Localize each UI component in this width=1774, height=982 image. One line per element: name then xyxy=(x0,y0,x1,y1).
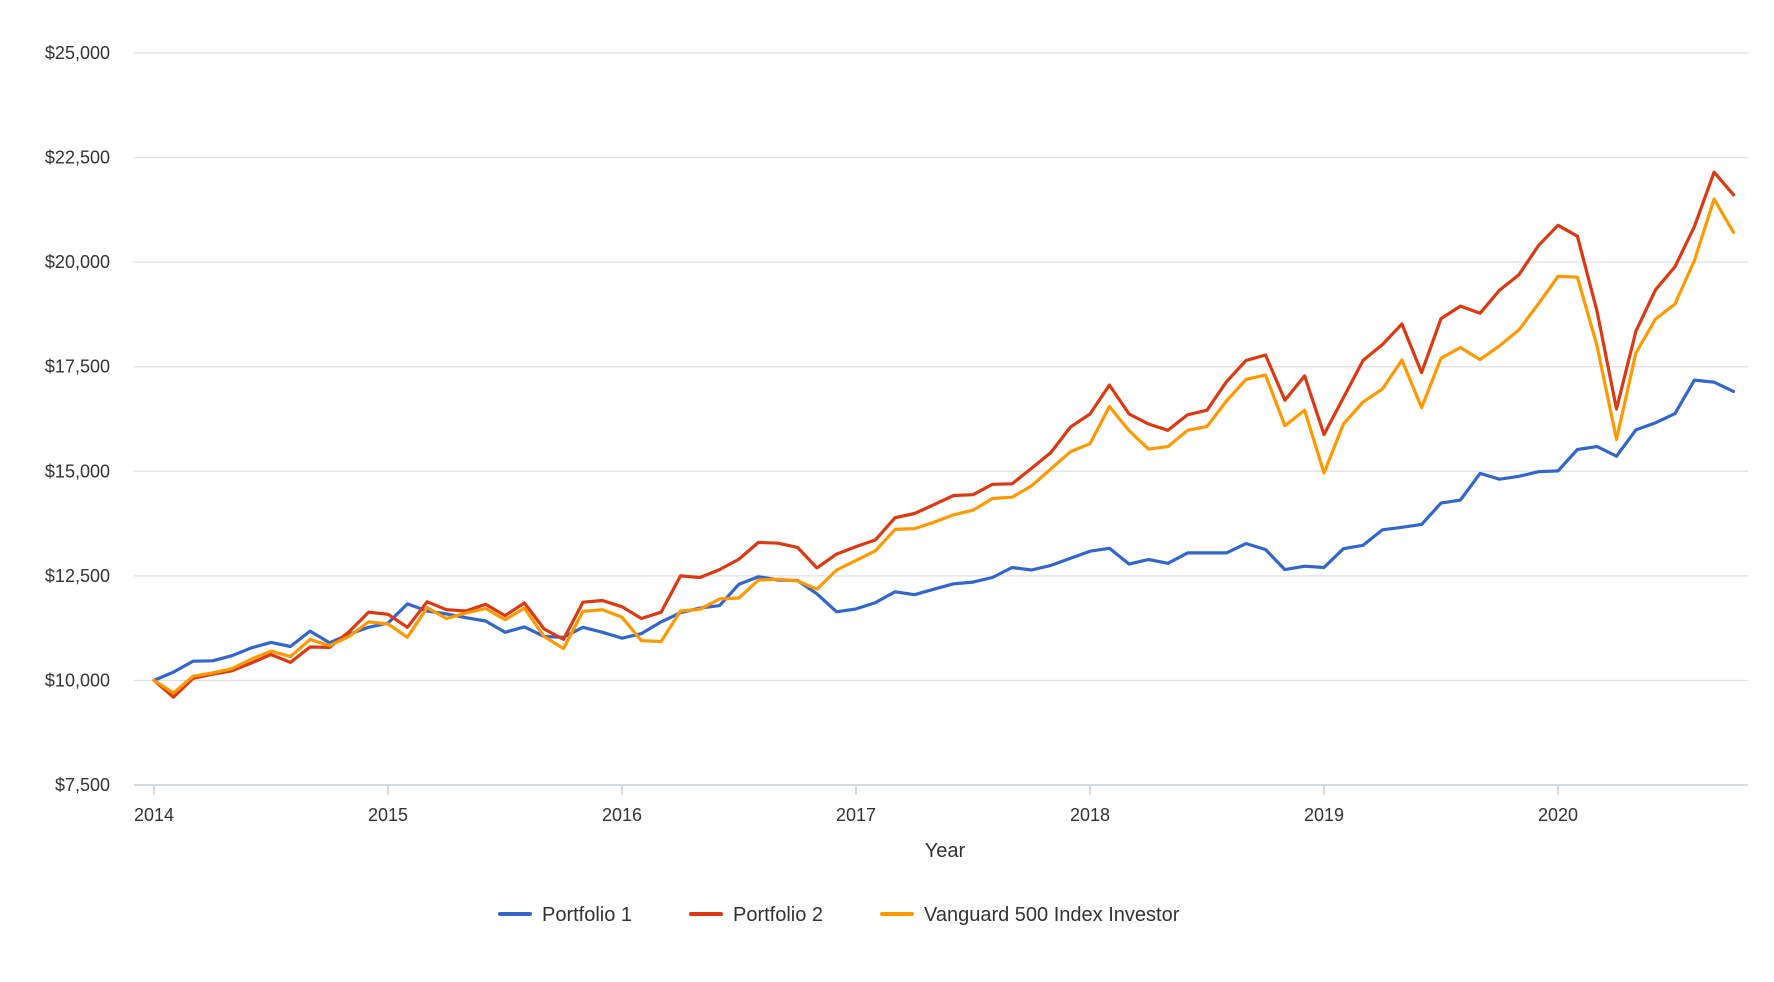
y-tick-label: $20,000 xyxy=(45,252,110,272)
y-tick-label: $15,000 xyxy=(45,461,110,481)
legend-item[interactable]: Portfolio 2 xyxy=(689,904,823,926)
y-tick-label: $12,500 xyxy=(45,566,110,586)
y-tick-label: $22,500 xyxy=(45,148,110,168)
legend-item[interactable]: Vanguard 500 Index Investor xyxy=(880,904,1180,926)
x-axis: 2014 2015 2016 2017 2018 2019 2020 xyxy=(134,785,1578,825)
x-tick-label: 2017 xyxy=(836,805,876,825)
x-tick-label: 2020 xyxy=(1538,805,1578,825)
gridlines xyxy=(134,52,1748,786)
y-axis: $7,500 $10,000 $12,500 $15,000 $17,500 $20,00… xyxy=(45,43,110,795)
legend-item[interactable]: Portfolio 1 xyxy=(498,904,632,926)
x-axis-title: Year xyxy=(925,840,966,862)
x-tick-label: 2018 xyxy=(1070,805,1110,825)
y-tick-label: $17,500 xyxy=(45,357,110,377)
legend[interactable]: Portfolio 1 Portfolio 2 Vanguard 500 Index… xyxy=(498,904,1180,926)
series-line-3 xyxy=(152,197,1736,695)
x-tick-label: 2016 xyxy=(602,805,642,825)
y-tick-label: $7,500 xyxy=(55,775,110,795)
series-line-2 xyxy=(152,170,1736,699)
legend-label: Portfolio 1 xyxy=(542,904,632,926)
y-tick-label: $25,000 xyxy=(45,43,110,63)
series-line-1 xyxy=(152,378,1736,683)
y-tick-label: $10,000 xyxy=(45,670,110,690)
x-tick-label: 2019 xyxy=(1304,805,1344,825)
legend-label: Portfolio 2 xyxy=(733,904,823,926)
legend-label: Vanguard 500 Index Investor xyxy=(924,904,1180,926)
x-tick-label: 2014 xyxy=(134,805,174,825)
x-tick-label: 2015 xyxy=(368,805,408,825)
series-lines xyxy=(152,170,1736,699)
